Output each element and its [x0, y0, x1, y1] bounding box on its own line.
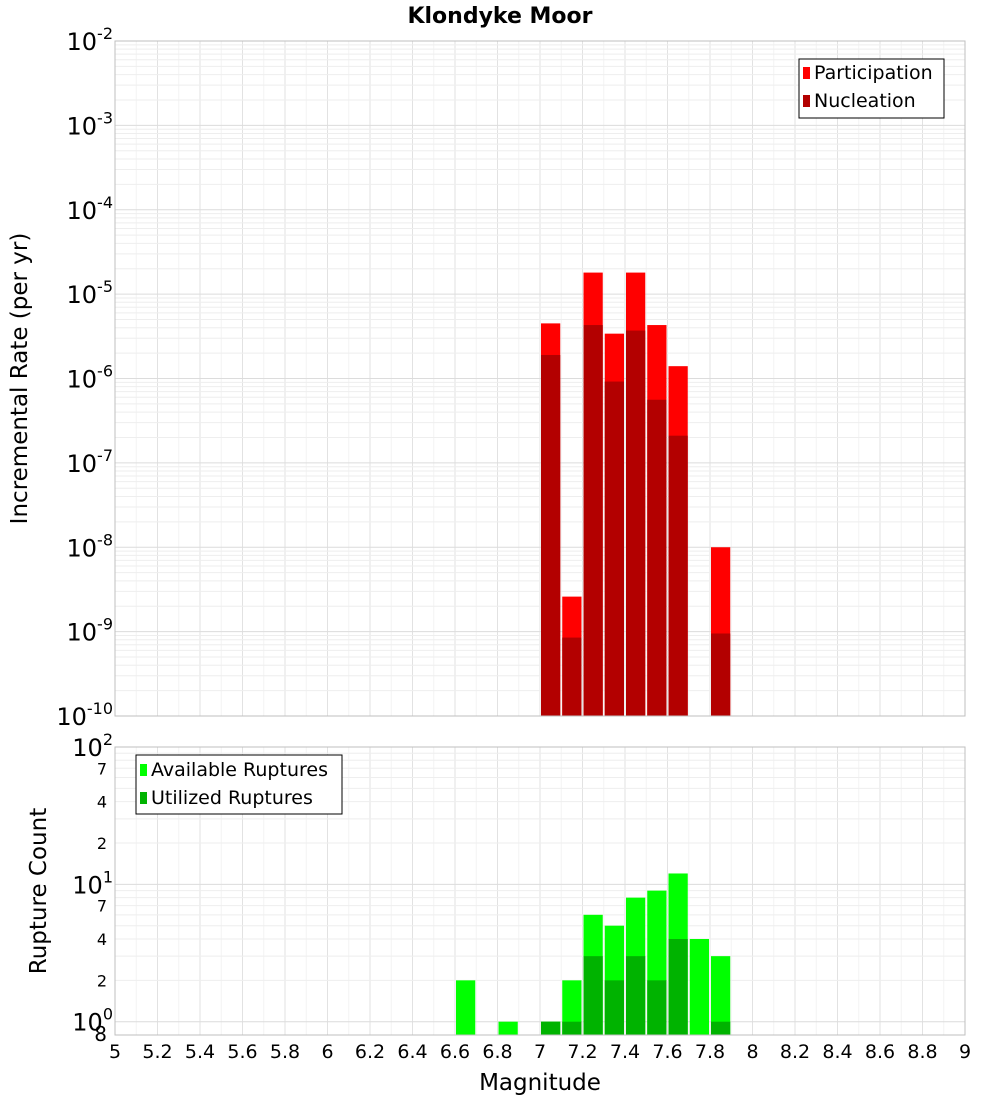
available-bar: [711, 956, 731, 1035]
x-tick-label: 7: [534, 1041, 546, 1063]
top-y-tick-label: 10-3: [67, 108, 114, 140]
bottom-plot-frame: [114, 746, 966, 1036]
bottom-y-tick-label: 2: [97, 971, 107, 990]
utilized-bar: [541, 1021, 561, 1035]
utilized-bar: [562, 1021, 582, 1035]
top-y-tick-label: 10-8: [67, 530, 114, 562]
top-y-tick-label: 10-2: [67, 24, 114, 56]
utilized-bar: [583, 956, 603, 1035]
bottom-y-tick-label: 4: [97, 930, 107, 949]
bottom-y-tick-label: 2: [97, 834, 107, 853]
available-bar: [562, 980, 582, 1035]
top-legend-box: [798, 58, 945, 119]
bottom-legend-box: [135, 754, 343, 815]
top-y-tick-label: 10-5: [67, 277, 114, 309]
utilized-bar: [711, 1021, 731, 1035]
nucleation-bar: [604, 381, 624, 716]
available-bar: [498, 1021, 518, 1035]
nucleation-bar: [668, 435, 688, 716]
x-tick-label: 8.8: [907, 1041, 937, 1063]
legend-label-available: Available Ruptures: [151, 759, 328, 781]
x-tick-label: 6.8: [482, 1041, 512, 1063]
x-tick-label: 6.4: [397, 1041, 427, 1063]
nucleation-bar: [583, 325, 603, 716]
legend-swatch-nucleation: [803, 95, 810, 107]
top-y-tick-label: 10-4: [67, 193, 114, 225]
x-tick-label: 5.8: [270, 1041, 300, 1063]
top-y-tick-label: 10-7: [67, 446, 114, 478]
x-tick-label: 8.4: [822, 1041, 852, 1063]
nucleation-bar: [626, 330, 646, 716]
x-tick-label: 5.6: [227, 1041, 257, 1063]
legend-label-participation: Participation: [814, 62, 933, 84]
utilized-bar: [647, 980, 667, 1035]
x-tick-label: 7.2: [567, 1041, 597, 1063]
top-plot-frame: [114, 40, 966, 717]
legend-swatch-participation: [803, 67, 810, 79]
nucleation-bar: [711, 633, 731, 716]
nucleation-bar: [647, 399, 667, 716]
x-tick-label: 6.6: [440, 1041, 470, 1063]
bottom-y-decade-label: 102: [72, 730, 113, 762]
nucleation-bar: [562, 637, 582, 716]
x-tick-label: 7.8: [695, 1041, 725, 1063]
x-axis-label: Magnitude: [479, 1070, 601, 1096]
top-y-axis-label: Incremental Rate (per yr): [7, 233, 33, 525]
utilized-bar: [626, 956, 646, 1035]
x-tick-label: 7.6: [652, 1041, 682, 1063]
bottom-y-axis-label: Rupture Count: [26, 808, 52, 974]
bottom-y-tick-label: 7: [97, 897, 107, 916]
x-tick-label: 8.2: [780, 1041, 810, 1063]
bottom-y-tick-label: 4: [97, 793, 107, 812]
nucleation-bar: [541, 354, 561, 716]
bottom-y-min-label: 8: [94, 1022, 107, 1046]
x-tick-label: 5.2: [142, 1041, 172, 1063]
x-tick-label: 6: [321, 1041, 333, 1063]
legend-swatch-utilized: [140, 792, 147, 804]
legend-label-nucleation: Nucleation: [814, 90, 916, 112]
legend-label-utilized: Utilized Ruptures: [151, 787, 313, 809]
utilized-bar: [604, 980, 624, 1035]
bottom-y-tick-label: 7: [97, 759, 107, 778]
x-tick-label: 7.4: [610, 1041, 640, 1063]
x-tick-label: 9: [959, 1041, 971, 1063]
top-y-tick-label: 10-10: [56, 699, 113, 731]
chart-title: Klondyke Moor: [407, 4, 592, 29]
bottom-y-decade-label: 100: [72, 1005, 113, 1037]
bottom-y-decade-label: 101: [72, 867, 113, 899]
x-tick-label: 5: [109, 1041, 121, 1063]
x-tick-label: 6.2: [355, 1041, 385, 1063]
utilized-bar: [668, 939, 688, 1035]
available-bar: [456, 980, 476, 1035]
x-tick-label: 5.4: [185, 1041, 215, 1063]
top-y-tick-label: 10-6: [67, 362, 114, 394]
top-y-tick-label: 10-9: [67, 615, 114, 647]
x-tick-label: 8: [746, 1041, 758, 1063]
x-tick-label: 8.6: [865, 1041, 895, 1063]
legend-swatch-available: [140, 764, 147, 776]
available-bar: [689, 939, 709, 1035]
